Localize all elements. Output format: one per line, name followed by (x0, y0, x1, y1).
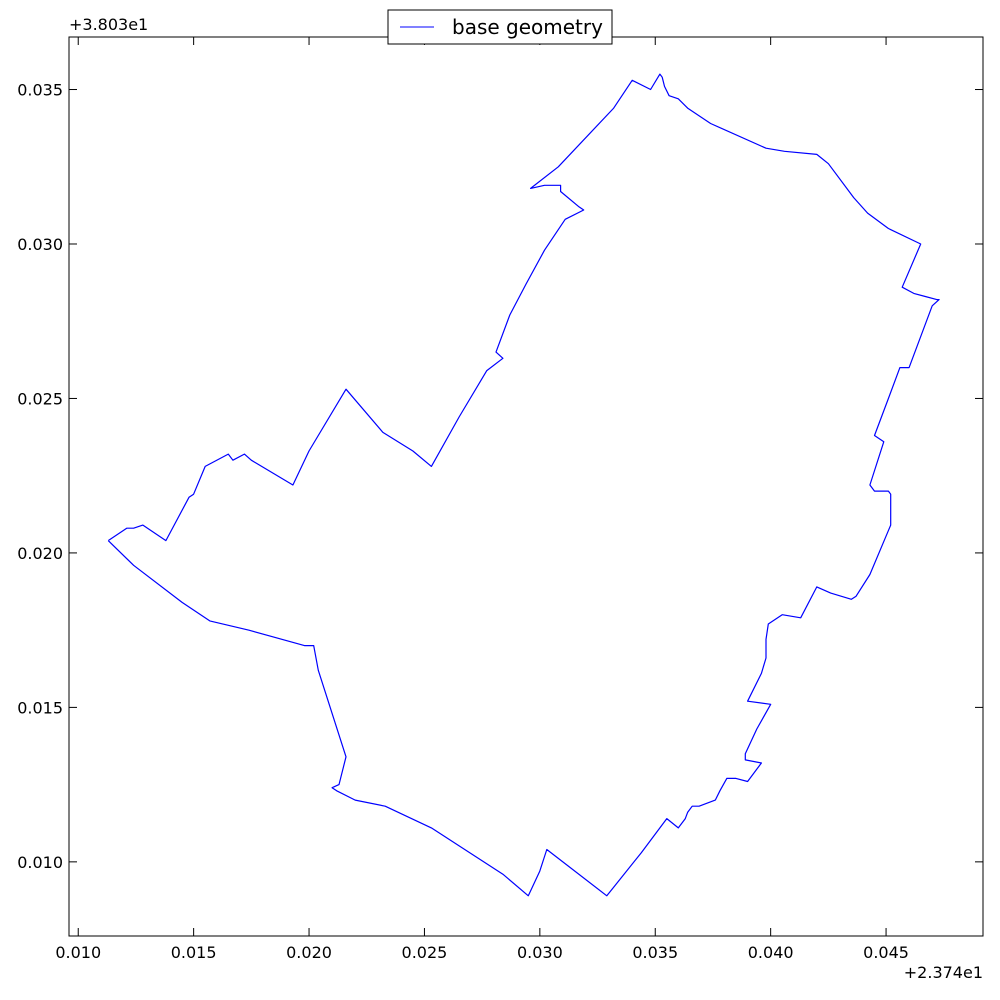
legend-label-base-geometry: base geometry (452, 15, 603, 39)
x-tick-label: 0.035 (632, 943, 678, 962)
plot-area (107, 73, 940, 897)
x-axis-offset-label: +2.374e1 (904, 963, 983, 982)
x-tick-label: 0.030 (517, 943, 563, 962)
x-tick-label: 0.045 (863, 943, 909, 962)
y-tick-label: 0.020 (17, 544, 63, 563)
series-line-base-geometry (107, 73, 940, 897)
axis-ticks: 0.010 0.015 0.020 0.025 0.030 0.035 0.040 0.045… (17, 37, 983, 962)
x-tick-label: 0.010 (55, 943, 101, 962)
y-tick-label: 0.010 (17, 853, 63, 872)
y-tick-label: 0.015 (17, 698, 63, 717)
y-tick-label: 0.035 (17, 81, 63, 100)
y-axis-offset-label: +3.803e1 (69, 15, 148, 34)
y-tick-label: 0.030 (17, 235, 63, 254)
x-tick-label: 0.020 (286, 943, 332, 962)
x-tick-label: 0.015 (171, 943, 217, 962)
y-tick-label: 0.025 (17, 389, 63, 408)
x-tick-label: 0.025 (402, 943, 448, 962)
x-tick-label: 0.040 (748, 943, 794, 962)
legend: base geometry (387, 9, 613, 45)
